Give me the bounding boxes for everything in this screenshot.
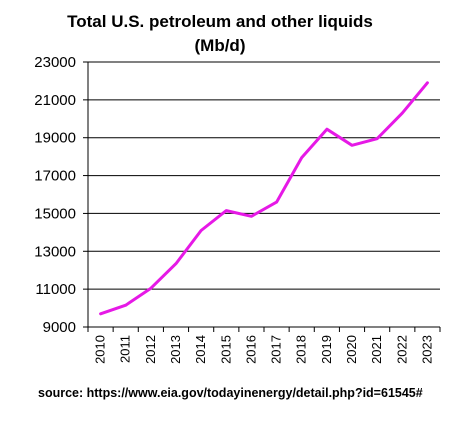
y-tick-label: 23000: [34, 54, 76, 71]
data-series: [99, 81, 429, 316]
axes: [83, 61, 441, 332]
x-tick-label: 2021: [369, 335, 384, 364]
y-tick-label: 13000: [34, 243, 76, 260]
source-note: source: https://www.eia.gov/todayinenerg…: [38, 386, 423, 400]
x-tick-label: 2011: [118, 335, 133, 363]
x-tick-label: 2010: [93, 335, 108, 364]
x-tick-label: 2013: [168, 335, 183, 364]
y-tick-label: 15000: [34, 205, 76, 222]
x-tick-label: 2022: [394, 335, 409, 364]
chart-title: Total U.S. petroleum and other liquids (…: [40, 10, 400, 58]
y-tick-label: 21000: [34, 92, 76, 109]
x-tick-label: 2018: [294, 335, 309, 364]
x-tick-label: 2016: [243, 335, 258, 364]
x-axis-tick-labels: 2010 2011 2012 2013 2014 2015 2016 2017 2018 2019…: [93, 335, 435, 364]
x-tick-label: 2020: [344, 335, 359, 364]
x-tick-label: 2015: [218, 335, 233, 364]
chart-title-line-2: (Mb/d): [194, 36, 246, 55]
x-tick-label: 2017: [269, 335, 284, 364]
chart-title-line-1: Total U.S. petroleum and other liquids: [67, 12, 373, 31]
x-tick-label: 2012: [143, 335, 158, 364]
y-tick-label: 19000: [34, 130, 76, 147]
y-axis-tick-labels: 9000 11000 13000 15000 17000 19000 21000 23000: [34, 54, 76, 336]
series-line-0: [99, 81, 429, 316]
y-tick-label: 17000: [34, 168, 76, 185]
x-tick-label: 2014: [193, 335, 208, 364]
x-tick-label: 2019: [319, 335, 334, 364]
y-tick-label: 9000: [43, 319, 76, 336]
y-tick-label: 11000: [35, 281, 76, 298]
x-tick-label: 2023: [419, 335, 434, 364]
gridlines: [88, 61, 440, 290]
